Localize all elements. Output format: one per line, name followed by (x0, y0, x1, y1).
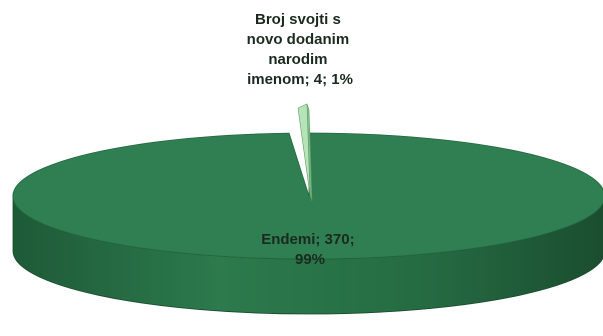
slice-endemi-label: Endemi; 370; 99% (261, 231, 359, 268)
slice-broj-svojti-label: Broj svojti s novo dodanim narodim imeno… (247, 11, 354, 88)
slice-broj-svojti-label-line-4: imenom; 4; 1% (247, 71, 353, 88)
slice-endemi-label-line-1: Endemi; 370; (261, 231, 354, 248)
slice-endemi-label-line-2: 99% (295, 251, 325, 268)
slice-broj-svojti (297, 103, 311, 196)
slice-broj-svojti-label-line-3: narodim (268, 51, 327, 68)
slice-broj-svojti-label-line-2: novo dodanim (247, 31, 350, 48)
slice-broj-svojti-label-line-1: Broj svojti s (255, 11, 341, 28)
slice-endemi (12, 132, 603, 260)
